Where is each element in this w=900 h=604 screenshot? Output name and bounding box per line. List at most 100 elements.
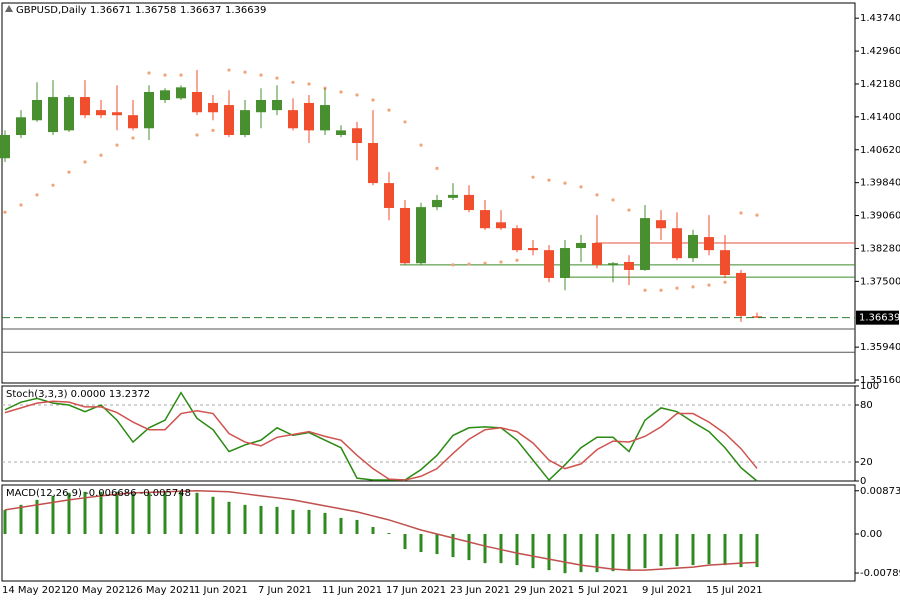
macd-bar	[147, 492, 151, 534]
candle-body	[752, 316, 762, 318]
candle-body	[320, 105, 330, 131]
sar-dot	[563, 181, 567, 185]
sar-dot	[451, 263, 455, 267]
macd-bar	[179, 490, 183, 534]
candle-body	[336, 130, 346, 136]
ohlc-value: 1.36639	[225, 5, 266, 16]
macd-bar	[611, 533, 615, 572]
sar-dot	[387, 108, 391, 112]
macd-bar	[371, 526, 375, 534]
y-tick-label: 1.39840	[860, 178, 900, 189]
candle-body	[496, 222, 506, 229]
sar-dot	[643, 288, 647, 292]
price-label-box	[856, 310, 899, 325]
candle-body	[528, 248, 538, 251]
macd-bar	[163, 491, 167, 534]
sar-dot	[611, 198, 615, 202]
sar-dot	[499, 260, 503, 264]
macd-bar	[99, 491, 103, 534]
macd-bar	[243, 504, 247, 534]
sar-dot	[755, 213, 759, 217]
sar-dot	[435, 166, 439, 170]
candle-body	[384, 183, 394, 208]
macd-bar	[547, 533, 551, 571]
candle-body	[208, 102, 218, 113]
signal-line	[4, 490, 758, 571]
candle-body	[592, 242, 602, 265]
macd-bar	[595, 533, 599, 573]
y-tick-label: 0	[860, 476, 866, 487]
x-tick-label: 17 Jun 2021	[386, 585, 446, 596]
sar-dot	[307, 82, 311, 86]
y-tick-label: 1.35940	[860, 342, 900, 353]
x-tick-label: 26 May 2021	[130, 585, 195, 596]
macd-bar	[643, 533, 647, 569]
candle-body	[304, 102, 314, 131]
candle-body	[416, 207, 426, 264]
sar-dot	[675, 286, 679, 290]
macd-bar	[627, 533, 631, 571]
x-tick-label: 29 Jun 2021	[514, 585, 574, 596]
sar-dot	[579, 185, 583, 189]
macd-bar	[211, 496, 215, 534]
macd-bar	[659, 533, 663, 567]
sar-dot	[291, 80, 295, 84]
symbol-icon	[5, 5, 13, 12]
macd-bar	[499, 533, 503, 564]
candle-body	[352, 128, 362, 144]
sar-dot	[3, 210, 7, 214]
x-tick-label: 11 Jun 2021	[322, 585, 382, 596]
sar-dot	[595, 193, 599, 197]
macd-bar	[563, 533, 567, 574]
macd-bar	[419, 533, 423, 553]
x-tick-label: 20 May 2021	[66, 585, 131, 596]
sar-dot	[99, 153, 103, 157]
x-tick-label: 5 Jul 2021	[578, 585, 628, 596]
sar-dot	[659, 288, 663, 292]
candle-body	[224, 105, 234, 136]
sar-dot	[211, 128, 215, 132]
candle-body	[432, 199, 442, 208]
price-label: 1.36639	[859, 313, 900, 324]
sar-dot	[275, 76, 279, 80]
sar-dot	[547, 178, 551, 182]
macd-bar	[355, 519, 359, 534]
candle-body	[720, 250, 730, 276]
y-tick-label: 1.38280	[860, 243, 900, 254]
macd-bar	[67, 492, 71, 534]
sar-dot	[515, 258, 519, 262]
panel-frame	[1, 2, 856, 384]
macd-bar	[531, 533, 535, 569]
y-tick-label: 1.35160	[860, 375, 900, 386]
candle-body	[160, 90, 170, 101]
sar-dot	[467, 262, 471, 266]
panel-frame	[1, 385, 856, 482]
macd-bar	[707, 533, 711, 565]
macd-bar	[675, 533, 679, 567]
x-tick-label: 7 Jun 2021	[258, 585, 312, 596]
candle-body	[144, 91, 154, 129]
y-tick-label: 1.41400	[860, 112, 900, 123]
sar-dot	[115, 143, 119, 147]
sar-dot	[739, 211, 743, 215]
sar-dot	[691, 285, 695, 289]
y-tick-label: 1.43740	[860, 13, 900, 24]
panel-frame	[1, 484, 856, 582]
macd-bar	[579, 533, 583, 573]
candle-body	[240, 110, 250, 136]
candle-body	[272, 100, 282, 111]
sar-dot	[227, 68, 231, 72]
sar-dot	[83, 160, 87, 164]
macd-bar	[723, 533, 727, 566]
macd-bar	[291, 509, 295, 534]
stoch-line	[4, 400, 758, 481]
candle-body	[640, 218, 650, 270]
sar-dot	[35, 193, 39, 197]
sar-dot	[19, 203, 23, 207]
macd-bar	[227, 501, 231, 534]
sar-dot	[627, 208, 631, 212]
y-tick-label: 1.42960	[860, 46, 900, 57]
macd-bar	[483, 533, 487, 564]
macd-bar	[691, 533, 695, 566]
